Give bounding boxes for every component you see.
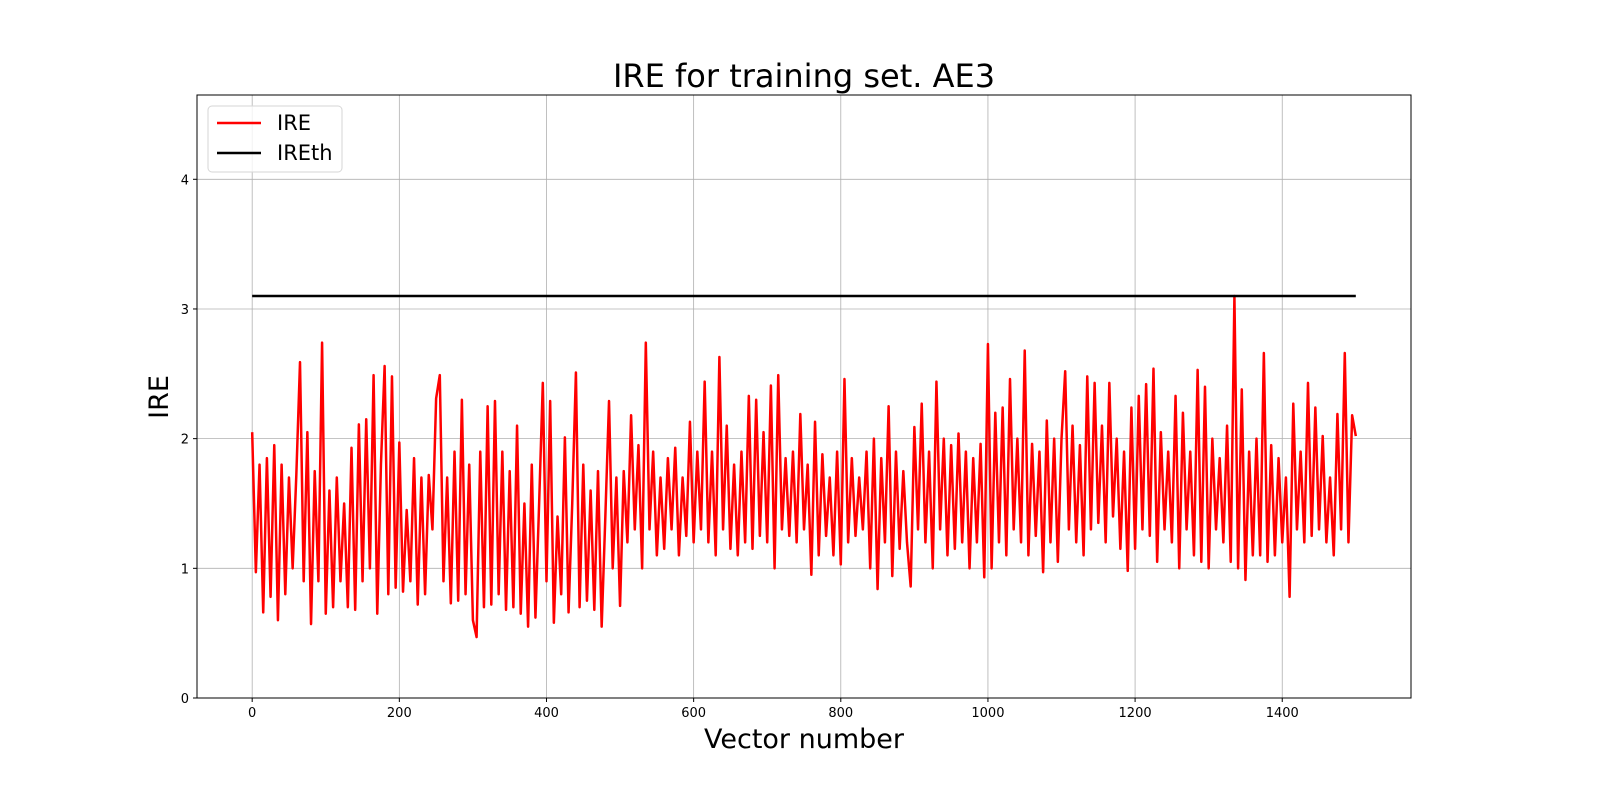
axes-frame	[196, 94, 1412, 699]
legend-label-ire: IRE	[277, 111, 311, 135]
y-tick-label: 3	[181, 303, 189, 318]
y-tick-label: 4	[181, 173, 189, 188]
y-tick-label: 0	[181, 692, 189, 707]
y-tick-label: 1	[181, 562, 189, 577]
x-tick-label: 1200	[1119, 706, 1152, 721]
ticks: 0 200 400 600 800 1000 1200 1400 0 1 2 3 4	[181, 173, 1299, 721]
grid	[197, 95, 1411, 699]
x-axis-label: Vector number	[704, 724, 905, 755]
y-tick-label: 2	[181, 433, 189, 448]
x-tick-label: 1000	[971, 706, 1004, 721]
chart-title: IRE for training set. AE3	[613, 57, 995, 95]
y-axis-label: IRE	[144, 375, 175, 419]
x-tick-label: 0	[248, 706, 256, 721]
x-tick-label: 1400	[1266, 706, 1299, 721]
series-line-ire	[250, 294, 1358, 639]
legend: IRE IREth	[207, 105, 343, 173]
x-tick-label: 800	[828, 706, 853, 721]
x-tick-label: 600	[681, 706, 706, 721]
x-tick-label: 200	[387, 706, 412, 721]
legend-label-ireth: IREth	[277, 141, 333, 165]
plot-area	[250, 294, 1358, 639]
x-tick-label: 400	[534, 706, 559, 721]
